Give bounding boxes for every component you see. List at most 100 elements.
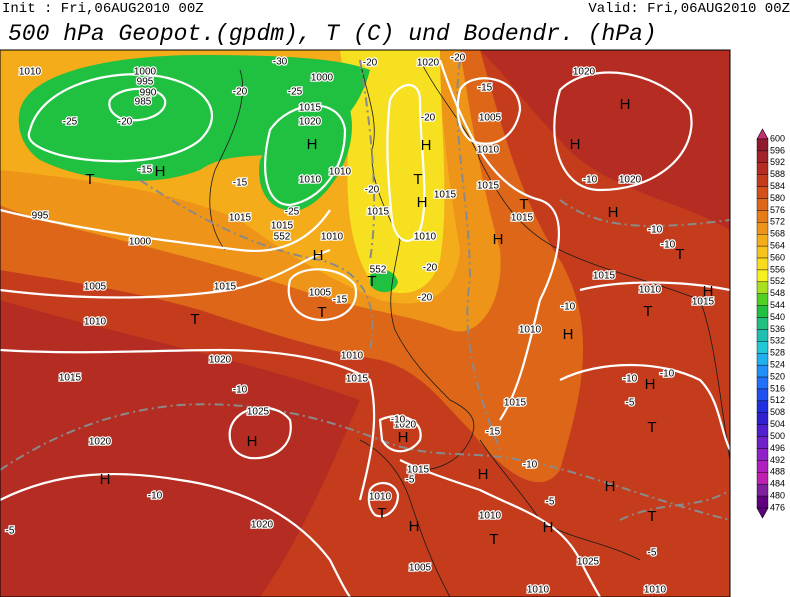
isoline-label: -20: [118, 117, 133, 128]
isoline-label: 1015: [271, 221, 294, 232]
isoline-label: -15: [486, 427, 501, 438]
pressure-center: T: [647, 419, 656, 436]
isoline-label: -10: [233, 385, 248, 396]
isoline-label: -5: [546, 497, 555, 508]
isoline-label: 1010: [369, 492, 392, 503]
coastline: [359, 439, 451, 597]
isoline-label: 1015: [692, 297, 715, 308]
isoline-label: 1005: [479, 113, 502, 124]
pressure-center: H: [313, 247, 324, 264]
colorbar-cell: [756, 305, 769, 318]
colorbar-label: 536: [770, 324, 785, 334]
colorbar-cell: [756, 341, 769, 354]
pressure-center: H: [703, 283, 714, 300]
colorbar-label: 588: [770, 169, 785, 179]
isoline-label: 1010: [341, 351, 364, 362]
pressure-center: H: [307, 136, 318, 153]
isoline-label: -10: [661, 240, 676, 251]
colorbar-label: 544: [770, 300, 785, 310]
colorbar-label: 532: [770, 336, 785, 346]
pressure-center: H: [409, 518, 420, 535]
colorbar-cell: [756, 495, 769, 509]
colorbar-label: 596: [770, 145, 785, 155]
isoline-label: 995: [32, 211, 49, 222]
colorbar-label: 564: [770, 241, 785, 251]
isobar: [0, 472, 351, 597]
isoline-label: 1020: [89, 437, 112, 448]
isoline-label: 1020: [573, 67, 596, 78]
colorbar-cell: [756, 162, 769, 175]
isoline-label: -20: [365, 185, 380, 196]
colorbar-cell: [756, 174, 769, 187]
isobar: [27, 73, 213, 163]
pressure-center: T: [675, 246, 684, 263]
isoline-label: 1010: [299, 175, 322, 186]
colorbar-cell: [756, 364, 769, 378]
isoline-label: -20: [233, 87, 248, 98]
pressure-center: T: [643, 303, 652, 320]
isoline-label: 1020: [299, 117, 322, 128]
isobar: [367, 482, 400, 518]
isoline-label: 1010: [84, 317, 107, 328]
isoline-label: 1025: [577, 557, 600, 568]
pressure-center: H: [543, 519, 554, 536]
isoline-label: 1015: [504, 398, 527, 409]
colorbar-cell: [756, 483, 769, 497]
pressure-center: H: [398, 429, 409, 446]
colorbar-label: 540: [770, 312, 785, 322]
isobar: [553, 71, 693, 192]
colorbar-cell: [756, 460, 769, 473]
temperature-isoline: [0, 403, 730, 521]
colorbar-label: 496: [770, 443, 785, 453]
colorbar-label: 548: [770, 288, 785, 298]
isoline-label: -10: [623, 374, 638, 385]
isobar: [559, 363, 730, 451]
isoline-label: 1005: [409, 563, 432, 574]
colorbar-cell: [756, 353, 769, 366]
isoline-label: 1000: [129, 237, 152, 248]
isoline-label: -5: [648, 548, 657, 559]
colorbar-label: 560: [770, 252, 785, 262]
temperature-isoline: [619, 489, 730, 521]
colorbar-label: 476: [770, 502, 785, 512]
isoline-label: -25: [288, 87, 303, 98]
isoline-label: -20: [451, 53, 466, 64]
colorbar-cell: [756, 138, 769, 152]
colorbar-cell: [756, 269, 769, 283]
isoline-label: 1010: [519, 325, 542, 336]
pressure-center: H: [247, 433, 258, 450]
colorbar-label: 500: [770, 431, 785, 441]
colorbar-label: 592: [770, 157, 785, 167]
pressure-center: T: [317, 304, 326, 321]
isoline-label: 1015: [59, 373, 82, 384]
field-green-2: [259, 107, 352, 211]
colorbar-label: 576: [770, 205, 785, 215]
isoline-label: 552: [370, 265, 387, 276]
isoline-label: -15: [333, 295, 348, 306]
isoline-label: 1010: [477, 145, 500, 156]
colorbar-label: 580: [770, 193, 785, 203]
pressure-center: T: [413, 171, 422, 188]
coastline: [209, 69, 244, 251]
isoline-label: -5: [6, 526, 15, 537]
colorbar-cell: [756, 388, 769, 402]
field-green-3: [370, 269, 398, 293]
isoline-label: -20: [423, 263, 438, 274]
isoline-label: 1010: [639, 285, 662, 296]
colorbar-cell: [756, 222, 769, 235]
isoline-label: 1020: [417, 58, 440, 69]
isoline-label: 1000: [134, 67, 157, 78]
pressure-center: H: [605, 478, 616, 495]
isoline-label: -10: [391, 415, 406, 426]
isoline-label: 1010: [19, 67, 42, 78]
isoline-label: 1010: [527, 585, 550, 596]
field-dark: [0, 300, 360, 597]
colorbar-label: 520: [770, 371, 785, 381]
isoline-label: 1010: [414, 232, 437, 243]
isoline-label: 1010: [644, 585, 667, 596]
isobar: [0, 248, 331, 299]
isoline-label: -20: [363, 58, 378, 69]
colorbar-label: 584: [770, 181, 785, 191]
colorbar-label: 488: [770, 467, 785, 477]
